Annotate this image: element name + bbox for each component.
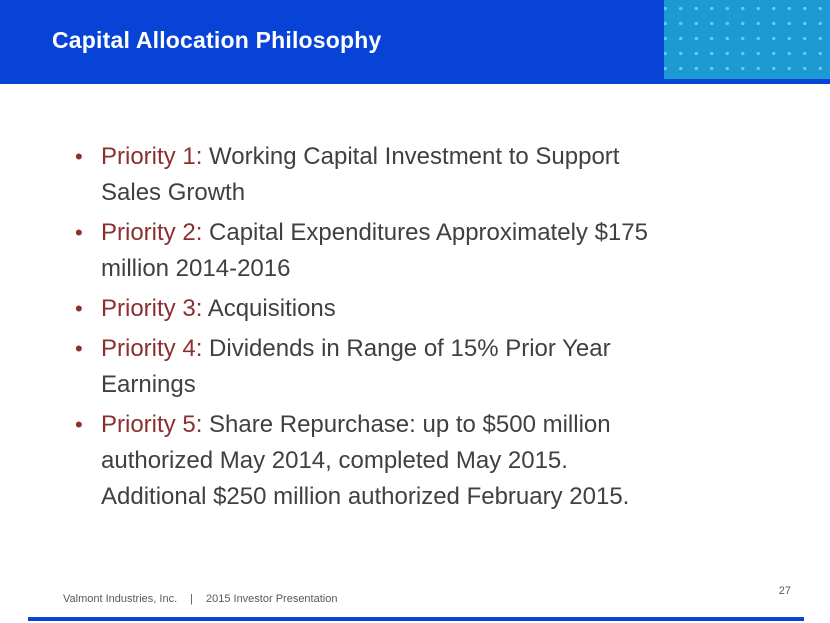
bottom-accent-bar xyxy=(28,617,804,621)
footer: Valmont Industries, Inc. | 2015 Investor… xyxy=(63,593,337,605)
footer-separator: | xyxy=(190,593,193,605)
bullet-text: Priority 1: Working Capital Investment t… xyxy=(101,139,619,211)
bullet-line: Capital Expenditures Approximately $175 xyxy=(209,219,648,246)
bullet-icon: • xyxy=(75,296,83,321)
priority-label: Priority 1: xyxy=(101,143,203,170)
priority-label: Priority 4: xyxy=(101,335,203,362)
slide-title: Capital Allocation Philosophy xyxy=(52,26,382,53)
footer-company: Valmont Industries, Inc. xyxy=(63,593,178,605)
list-item-priority-4: • Priority 4: Dividends in Range of 15% … xyxy=(75,331,775,403)
bullet-line: Earnings xyxy=(101,371,196,398)
bullet-line: Working Capital Investment to Support xyxy=(209,143,620,170)
bullet-text: Priority 3: Acquisitions xyxy=(101,291,336,327)
bullet-line: Acquisitions xyxy=(207,295,336,322)
bullet-line: million 2014-2016 xyxy=(101,255,291,282)
list-item-priority-1: • Priority 1: Working Capital Investment… xyxy=(75,139,775,211)
bullet-line: Sales Growth xyxy=(101,179,246,206)
dot-pattern-corner xyxy=(664,0,830,79)
bullet-line: Share Repurchase: up to $500 million xyxy=(209,411,611,438)
priority-label: Priority 5: xyxy=(101,411,203,438)
bullet-text: Priority 2: Capital Expenditures Approxi… xyxy=(101,215,648,287)
list-item-priority-3: • Priority 3: Acquisitions xyxy=(75,291,775,327)
bullet-line: Additional $250 million authorized Febru… xyxy=(101,483,630,510)
bullet-icon: • xyxy=(75,144,83,169)
priority-list: • Priority 1: Working Capital Investment… xyxy=(75,139,775,519)
footer-presentation: 2015 Investor Presentation xyxy=(205,593,338,605)
bullet-icon: • xyxy=(75,220,83,245)
list-item-priority-5: • Priority 5: Share Repurchase: up to $5… xyxy=(75,407,775,515)
bullet-line: Dividends in Range of 15% Prior Year xyxy=(209,335,611,362)
priority-label: Priority 3: xyxy=(101,295,203,322)
bullet-icon: • xyxy=(75,336,83,361)
priority-label: Priority 2: xyxy=(101,219,203,246)
bullet-line: authorized May 2014, completed May 2015. xyxy=(101,447,568,474)
bullet-text: Priority 5: Share Repurchase: up to $500… xyxy=(101,407,629,515)
bullet-icon: • xyxy=(75,412,83,437)
list-item-priority-2: • Priority 2: Capital Expenditures Appro… xyxy=(75,215,775,287)
page-number: 27 xyxy=(778,585,791,597)
bullet-text: Priority 4: Dividends in Range of 15% Pr… xyxy=(101,331,611,403)
